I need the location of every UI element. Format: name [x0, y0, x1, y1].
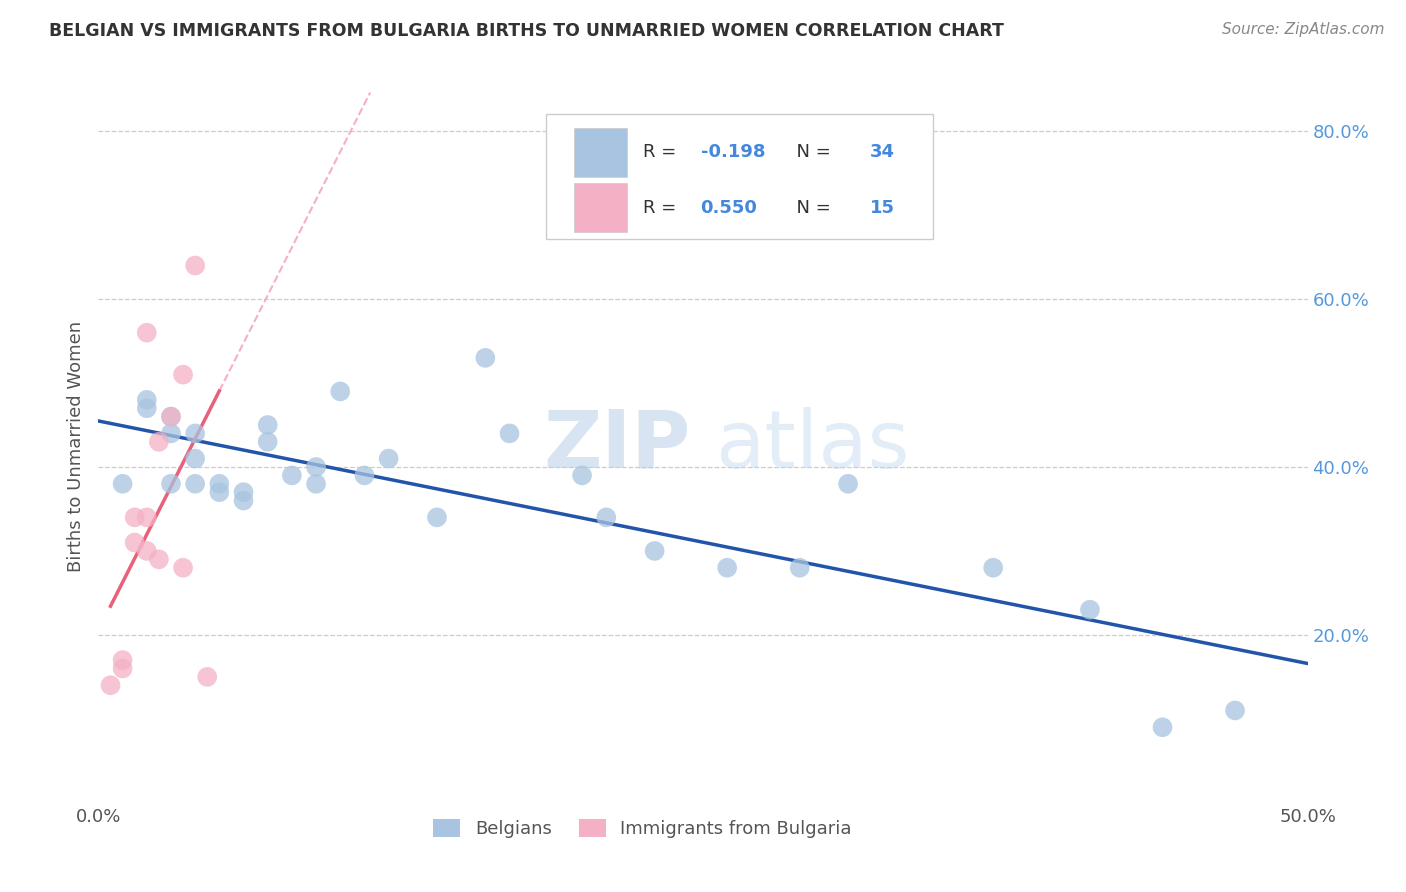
Point: [184, 451, 207, 466]
Point: [1223, 703, 1246, 717]
Point: [148, 434, 170, 449]
Point: [111, 653, 134, 667]
Point: [135, 401, 157, 416]
Point: [111, 661, 134, 675]
Point: [208, 485, 231, 500]
Text: ZIP: ZIP: [544, 407, 690, 485]
Point: [498, 426, 520, 441]
Point: [135, 326, 157, 340]
Text: N =: N =: [785, 144, 837, 161]
Point: [716, 560, 738, 574]
Text: BELGIAN VS IMMIGRANTS FROM BULGARIA BIRTHS TO UNMARRIED WOMEN CORRELATION CHART: BELGIAN VS IMMIGRANTS FROM BULGARIA BIRT…: [49, 22, 1004, 40]
Point: [474, 351, 496, 365]
Point: [148, 552, 170, 566]
Point: [124, 510, 146, 524]
Text: N =: N =: [785, 199, 837, 217]
Y-axis label: Births to Unmarried Women: Births to Unmarried Women: [66, 320, 84, 572]
Point: [837, 476, 859, 491]
Text: 0.550: 0.550: [700, 199, 758, 217]
FancyBboxPatch shape: [546, 114, 932, 239]
Text: R =: R =: [643, 144, 682, 161]
Point: [160, 476, 183, 491]
Point: [426, 510, 449, 524]
Point: [111, 476, 134, 491]
Point: [377, 451, 399, 466]
Point: [256, 434, 278, 449]
Point: [184, 476, 207, 491]
Text: R =: R =: [643, 199, 682, 217]
Text: -0.198: -0.198: [700, 144, 765, 161]
Point: [1078, 603, 1101, 617]
Point: [305, 460, 328, 475]
Point: [644, 544, 666, 558]
Point: [184, 259, 207, 273]
Point: [281, 468, 304, 483]
Legend: Belgians, Immigrants from Bulgaria: Belgians, Immigrants from Bulgaria: [425, 810, 860, 847]
Point: [1152, 720, 1174, 734]
Point: [184, 426, 207, 441]
Text: atlas: atlas: [716, 407, 910, 485]
Point: [100, 678, 122, 692]
Point: [160, 426, 183, 441]
FancyBboxPatch shape: [574, 128, 627, 177]
Point: [208, 476, 231, 491]
Point: [195, 670, 218, 684]
Point: [160, 409, 183, 424]
Point: [981, 560, 1004, 574]
Point: [124, 535, 146, 549]
Point: [172, 560, 194, 574]
Text: Source: ZipAtlas.com: Source: ZipAtlas.com: [1222, 22, 1385, 37]
Point: [135, 544, 157, 558]
Point: [232, 493, 254, 508]
Point: [135, 392, 157, 407]
Point: [256, 417, 278, 432]
Text: 15: 15: [870, 199, 894, 217]
Point: [353, 468, 375, 483]
Point: [232, 485, 254, 500]
Text: 34: 34: [870, 144, 894, 161]
Point: [329, 384, 352, 399]
Point: [789, 560, 811, 574]
FancyBboxPatch shape: [574, 183, 627, 232]
Point: [571, 468, 593, 483]
Point: [595, 510, 617, 524]
Point: [172, 368, 194, 382]
Point: [135, 510, 157, 524]
Point: [160, 409, 183, 424]
Point: [305, 476, 328, 491]
